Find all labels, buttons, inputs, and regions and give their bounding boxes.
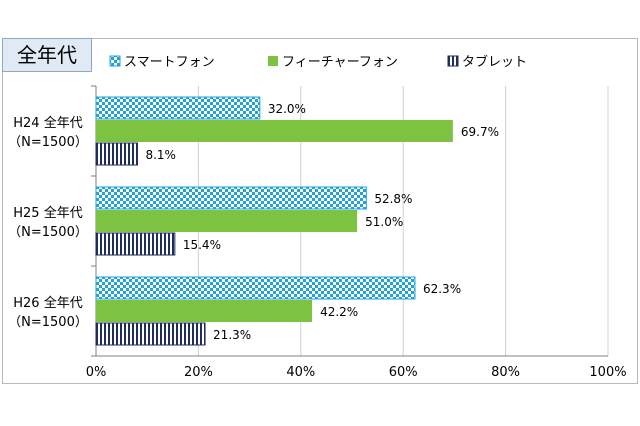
bar — [96, 120, 453, 142]
data-label: 69.7% — [461, 125, 499, 139]
data-label: 21.3% — [213, 328, 251, 342]
bar — [95, 142, 138, 166]
x-tick-label: 80% — [491, 365, 520, 380]
bars — [95, 96, 453, 346]
category-sublabel: （N=1500） — [8, 315, 88, 330]
category-sublabel: （N=1500） — [8, 225, 88, 240]
data-label: 52.8% — [374, 192, 412, 206]
bar — [95, 322, 206, 346]
category-label: H26 全年代 — [13, 295, 82, 311]
data-label: 42.2% — [320, 305, 358, 319]
legend: スマートフォン フィーチャーフォン タブレット — [109, 54, 527, 70]
legend-swatch — [447, 55, 459, 67]
legend-label: フィーチャーフォン — [282, 55, 398, 70]
data-label: 62.3% — [423, 282, 461, 296]
bar — [96, 210, 358, 232]
legend-swatch — [109, 55, 121, 67]
legend-label: タブレット — [462, 54, 527, 70]
x-tick-label: 40% — [286, 365, 315, 380]
category-label: H24 全年代 — [13, 115, 82, 131]
bar — [95, 186, 367, 210]
data-label: 51.0% — [365, 215, 403, 229]
bar — [95, 96, 261, 120]
x-tick-label: 100% — [589, 365, 626, 380]
category-sublabel: （N=1500） — [8, 135, 88, 150]
data-label: 15.4% — [183, 238, 221, 252]
data-labels: 32.0% 69.7% 8.1% 52.8% 51.0% 15.4% 62.3% 42.2% 2… — [145, 102, 499, 342]
bar — [95, 232, 176, 256]
legend-swatch — [268, 56, 278, 66]
x-tick-label: 0% — [86, 365, 107, 380]
chart-title: 全年代 — [2, 38, 92, 72]
axes: 0% 20% 40% 60% 80% 100% H24 全年代 （N=1500） H25 全年代… — [8, 85, 627, 380]
category-label: H25 全年代 — [13, 205, 82, 221]
data-label: 32.0% — [268, 102, 306, 116]
x-tick-label: 60% — [389, 365, 418, 380]
bar — [96, 300, 313, 322]
x-tick-label: 20% — [184, 365, 213, 380]
legend-label: スマートフォン — [124, 55, 215, 70]
data-label: 8.1% — [145, 148, 176, 162]
bar — [95, 276, 416, 300]
